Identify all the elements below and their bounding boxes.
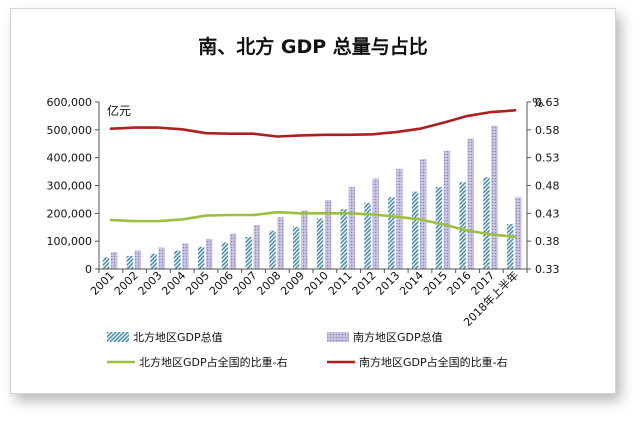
bar-north-2004	[174, 250, 181, 269]
x-tick-label: 2003	[136, 269, 165, 298]
legend-label: 北方地区GDP总值	[133, 330, 223, 344]
y2-tick-label: 0.38	[535, 235, 560, 248]
bar-south-2012	[372, 178, 379, 269]
bar-north-2014	[411, 191, 419, 269]
y2-tick-label: 0.48	[535, 180, 560, 193]
y-tick-label: 100,000	[47, 235, 93, 248]
legend-swatch	[327, 332, 349, 342]
bar-north-2015	[435, 186, 443, 269]
bar-north-2011	[340, 209, 348, 269]
bar-south-2016	[467, 138, 474, 269]
bar-south-2015	[443, 150, 451, 269]
x-tick-label: 2002	[112, 269, 141, 298]
legend-label: 南方地区GDP占全国的比重-右	[359, 355, 508, 369]
bars	[102, 125, 522, 270]
bar-north-2016	[459, 182, 466, 269]
y-tick-label: 200,000	[47, 207, 93, 220]
bar-north-2005	[197, 246, 205, 269]
legend-label: 南方地区GDP总值	[353, 330, 443, 344]
x-tick-label: 2005	[183, 269, 212, 298]
chart: 南、北方 GDP 总量与占比 亿元 % 0 100,000 200,000 300,0…	[47, 35, 560, 369]
bar-north-2002	[126, 255, 134, 269]
x-tick-label: 2015	[421, 269, 450, 298]
bar-south-2009	[301, 210, 308, 269]
bar-south-2004	[182, 243, 189, 269]
bar-south-2013	[396, 168, 403, 269]
bar-south-2001	[110, 252, 118, 269]
x-tick-label: 2001	[88, 269, 117, 298]
x-axis-ticks: 2001200220032004200520062007200820092010…	[88, 268, 528, 329]
chart-title: 南、北方 GDP 总量与占比	[198, 35, 428, 58]
y2-tick-label: 0.58	[535, 124, 560, 137]
y2-tick-label: 0.43	[535, 207, 560, 220]
line-south-share	[109, 109, 517, 138]
bar-south-2005	[206, 238, 213, 269]
bar-north-2008	[269, 230, 276, 269]
bar-south-2003	[158, 247, 165, 269]
x-tick-label: 2004	[159, 269, 188, 298]
bar-north-2013	[388, 197, 395, 269]
y2-tick-label: 0.63	[535, 96, 560, 109]
bar-south-2014	[420, 159, 427, 269]
bar-north-2010	[316, 218, 324, 269]
y-tick-label: 600,000	[47, 96, 93, 109]
series-lines	[109, 109, 517, 239]
x-tick-label: 2011	[326, 269, 355, 298]
bar-north-2001	[102, 257, 110, 269]
x-tick-label: 2010	[302, 269, 331, 298]
bar-north-2018年上半年	[507, 223, 514, 269]
bar-north-2017	[483, 177, 490, 269]
legend-swatch	[107, 332, 129, 342]
bar-north-2012	[364, 202, 371, 269]
x-tick-label: 2006	[207, 269, 236, 298]
x-tick-label: 2012	[350, 269, 379, 298]
y-tick-label: 0	[85, 263, 92, 276]
y-tick-label: 500,000	[47, 124, 93, 137]
bar-north-2007	[245, 236, 252, 269]
x-tick-label: 2016	[445, 269, 474, 298]
bar-south-2010	[324, 199, 332, 269]
chart-frame: 南、北方 GDP 总量与占比 亿元 % 0 100,000 200,000 300,0…	[10, 8, 616, 394]
bar-north-2003	[150, 253, 157, 269]
bar-north-2009	[293, 226, 300, 269]
bar-south-2011	[348, 186, 356, 269]
y-axis-ticks: 0 100,000 200,000 300,000 400,000 500,000 600,…	[47, 96, 99, 276]
bar-south-2017	[491, 125, 498, 270]
y-axis-unit-label: 亿元	[107, 103, 131, 118]
legend-label: 北方地区GDP占全国的比重-右	[139, 355, 288, 369]
y2-tick-label: 0.33	[535, 263, 560, 276]
bar-south-2018年上半年	[515, 197, 522, 269]
bar-south-2007	[253, 225, 260, 269]
x-tick-label: 2008	[254, 269, 283, 298]
y2-axis-ticks: 0.33 0.38 0.43 0.48 0.53 0.58 0.63	[527, 96, 560, 276]
bar-south-2002	[134, 250, 142, 269]
y2-tick-label: 0.53	[535, 152, 560, 165]
bar-south-2008	[277, 217, 284, 269]
x-tick-label: 2007	[231, 269, 260, 298]
bar-south-2006	[229, 233, 237, 269]
y-tick-label: 300,000	[47, 180, 93, 193]
x-tick-label: 2009	[278, 269, 307, 298]
x-tick-label: 2014	[397, 269, 426, 298]
y2-axis-unit-label: %	[532, 96, 543, 110]
x-tick-label: 2013	[373, 269, 402, 298]
bar-north-2006	[221, 242, 229, 269]
y-tick-label: 400,000	[47, 152, 93, 165]
line-north-share	[109, 210, 517, 239]
